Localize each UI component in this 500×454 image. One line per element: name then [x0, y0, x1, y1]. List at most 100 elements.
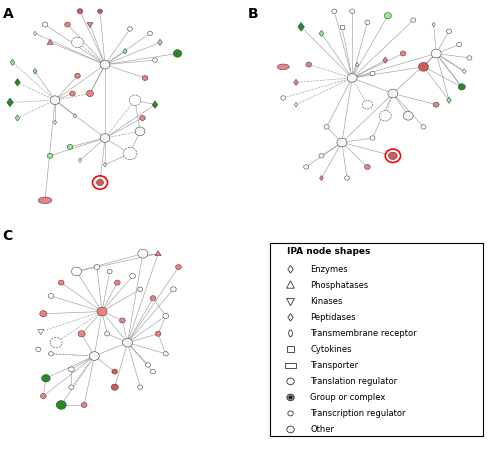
- Polygon shape: [15, 79, 20, 86]
- Circle shape: [82, 403, 87, 407]
- Polygon shape: [320, 176, 324, 181]
- Text: IPA node shapes: IPA node shapes: [287, 247, 370, 256]
- Polygon shape: [54, 120, 56, 125]
- Ellipse shape: [38, 197, 52, 203]
- Text: Peptidases: Peptidases: [310, 313, 356, 322]
- Circle shape: [68, 367, 74, 372]
- Circle shape: [384, 13, 392, 19]
- Circle shape: [176, 265, 182, 270]
- Circle shape: [72, 37, 84, 48]
- Polygon shape: [294, 103, 298, 107]
- Circle shape: [58, 280, 64, 285]
- Circle shape: [100, 60, 110, 69]
- Circle shape: [174, 50, 182, 57]
- Polygon shape: [383, 57, 388, 63]
- Text: Phosphatases: Phosphatases: [310, 281, 368, 290]
- Circle shape: [306, 62, 312, 67]
- Circle shape: [48, 293, 54, 298]
- Polygon shape: [288, 314, 293, 321]
- Circle shape: [146, 363, 150, 367]
- Circle shape: [467, 56, 472, 60]
- Circle shape: [138, 249, 148, 258]
- Circle shape: [94, 265, 100, 270]
- Bar: [288, 346, 294, 352]
- Circle shape: [130, 273, 136, 278]
- Text: Group or complex: Group or complex: [310, 393, 386, 402]
- FancyBboxPatch shape: [270, 242, 483, 436]
- Circle shape: [112, 369, 117, 374]
- Text: Transmembrane receptor: Transmembrane receptor: [310, 329, 417, 338]
- Polygon shape: [33, 69, 37, 74]
- Polygon shape: [38, 330, 44, 335]
- Circle shape: [78, 331, 85, 337]
- Text: Other: Other: [310, 425, 334, 434]
- Bar: [285, 363, 296, 368]
- Circle shape: [47, 153, 53, 158]
- Circle shape: [104, 331, 110, 336]
- Circle shape: [400, 51, 406, 56]
- Circle shape: [288, 411, 293, 416]
- Circle shape: [152, 58, 158, 62]
- Circle shape: [69, 385, 74, 390]
- Circle shape: [42, 375, 50, 382]
- Circle shape: [86, 90, 94, 97]
- Polygon shape: [286, 298, 294, 306]
- Polygon shape: [15, 115, 20, 121]
- Circle shape: [411, 18, 416, 22]
- Text: Translation regulator: Translation regulator: [310, 377, 397, 386]
- Text: Transcription regulator: Transcription regulator: [310, 409, 406, 418]
- Polygon shape: [432, 22, 436, 27]
- Circle shape: [111, 384, 118, 390]
- Circle shape: [150, 370, 156, 374]
- Circle shape: [319, 153, 324, 158]
- Polygon shape: [78, 158, 82, 163]
- Text: Enzymes: Enzymes: [310, 265, 348, 274]
- Circle shape: [67, 144, 73, 149]
- Polygon shape: [87, 23, 93, 28]
- Circle shape: [107, 269, 112, 274]
- Circle shape: [128, 27, 132, 31]
- Circle shape: [164, 351, 168, 356]
- Circle shape: [70, 91, 75, 96]
- Circle shape: [90, 352, 100, 360]
- Polygon shape: [152, 101, 158, 109]
- Circle shape: [456, 42, 462, 47]
- Circle shape: [287, 394, 294, 401]
- Circle shape: [140, 115, 145, 120]
- Circle shape: [287, 426, 294, 433]
- Circle shape: [365, 20, 370, 25]
- Bar: [340, 25, 344, 29]
- Circle shape: [142, 75, 148, 80]
- Polygon shape: [123, 49, 127, 54]
- Circle shape: [388, 152, 397, 159]
- Circle shape: [64, 22, 70, 27]
- Circle shape: [364, 164, 370, 169]
- Polygon shape: [319, 30, 324, 37]
- Polygon shape: [47, 39, 53, 44]
- Polygon shape: [155, 251, 161, 256]
- Circle shape: [170, 287, 176, 292]
- Circle shape: [97, 307, 107, 316]
- Circle shape: [56, 400, 66, 410]
- Circle shape: [347, 74, 357, 82]
- Ellipse shape: [278, 64, 289, 69]
- Circle shape: [100, 133, 110, 143]
- Circle shape: [129, 95, 141, 105]
- Polygon shape: [74, 114, 76, 118]
- Circle shape: [48, 351, 54, 356]
- Circle shape: [350, 9, 354, 14]
- Text: C: C: [2, 229, 13, 243]
- Circle shape: [50, 96, 60, 104]
- Circle shape: [370, 71, 375, 76]
- Polygon shape: [7, 98, 13, 107]
- Polygon shape: [286, 281, 294, 288]
- Circle shape: [446, 29, 452, 34]
- Circle shape: [380, 110, 391, 121]
- Circle shape: [138, 287, 142, 291]
- Text: Cytokines: Cytokines: [310, 345, 352, 354]
- Circle shape: [421, 125, 426, 129]
- Circle shape: [324, 125, 329, 129]
- Circle shape: [96, 179, 103, 186]
- Circle shape: [458, 84, 466, 90]
- Polygon shape: [34, 31, 36, 36]
